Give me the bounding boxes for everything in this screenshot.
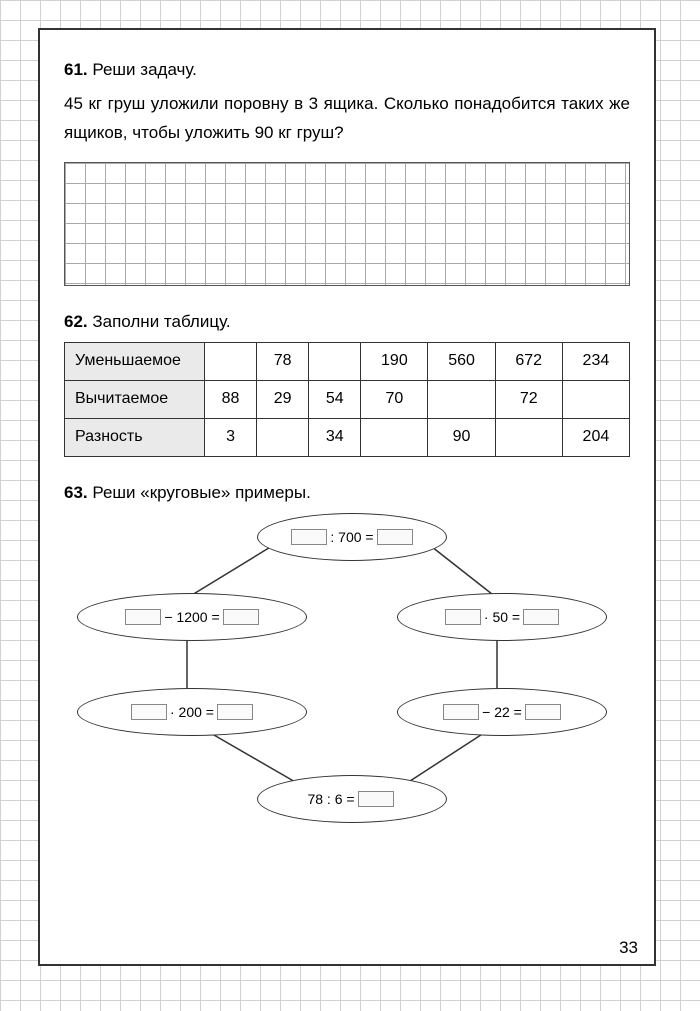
table-cell: 78	[257, 342, 309, 380]
answer-blank[interactable]	[445, 609, 481, 625]
task-63: 63. Реши «круговые» примеры. : 700 = − 1…	[64, 483, 630, 843]
page-frame: 61. Реши задачу. 45 кг груш уложили поро…	[38, 28, 656, 966]
answer-blank[interactable]	[377, 529, 413, 545]
table-cell: 560	[428, 342, 495, 380]
task-61-heading: Реши задачу.	[92, 60, 197, 79]
task-63-heading: Реши «круговые» примеры.	[92, 483, 310, 502]
row-label: Уменьшаемое	[65, 342, 205, 380]
table-cell: 54	[309, 380, 361, 418]
table-cell: 3	[205, 418, 257, 456]
diagram-node: 78 : 6 =	[257, 775, 447, 823]
table-cell[interactable]	[562, 380, 629, 418]
table-cell[interactable]	[495, 418, 562, 456]
table-row: Уменьшаемое 78 190560672234	[65, 342, 630, 380]
node-expression: − 1200 =	[164, 609, 219, 625]
task-62-heading: Заполни таблицу.	[92, 312, 230, 331]
task-61-title: 61. Реши задачу.	[64, 60, 630, 80]
table-cell[interactable]	[309, 342, 361, 380]
node-expression: : 700 =	[330, 529, 373, 545]
task-63-number: 63.	[64, 483, 88, 502]
node-expression: − 22 =	[482, 704, 522, 720]
diagram-node: · 200 =	[77, 688, 307, 736]
answer-blank[interactable]	[125, 609, 161, 625]
task-61-number: 61.	[64, 60, 88, 79]
answer-blank[interactable]	[131, 704, 167, 720]
subtraction-table: Уменьшаемое78190560672234Вычитаемое88295…	[64, 342, 630, 457]
node-expression: 78 : 6 =	[307, 791, 354, 807]
table-cell: 72	[495, 380, 562, 418]
table-cell[interactable]	[257, 418, 309, 456]
table-cell: 70	[361, 380, 428, 418]
task-62-number: 62.	[64, 312, 88, 331]
table-cell: 190	[361, 342, 428, 380]
node-expression: · 50 =	[484, 609, 520, 625]
table-cell: 204	[562, 418, 629, 456]
table-cell: 29	[257, 380, 309, 418]
table-row: Вычитаемое88295470 72	[65, 380, 630, 418]
task-63-title: 63. Реши «круговые» примеры.	[64, 483, 630, 503]
table-cell[interactable]	[428, 380, 495, 418]
table-cell: 88	[205, 380, 257, 418]
task-62-title: 62. Заполни таблицу.	[64, 312, 630, 332]
answer-blank[interactable]	[223, 609, 259, 625]
answer-blank[interactable]	[525, 704, 561, 720]
answer-blank[interactable]	[358, 791, 394, 807]
task-61-workgrid[interactable]	[64, 162, 630, 286]
table-cell: 34	[309, 418, 361, 456]
diagram-node: − 22 =	[397, 688, 607, 736]
diagram-node: · 50 =	[397, 593, 607, 641]
table-cell: 672	[495, 342, 562, 380]
node-expression: · 200 =	[170, 704, 214, 720]
table-cell[interactable]	[205, 342, 257, 380]
answer-blank[interactable]	[291, 529, 327, 545]
circular-examples-diagram: : 700 = − 1200 = · 50 = · 200 = − 22 = 7…	[67, 513, 627, 843]
row-label: Разность	[65, 418, 205, 456]
diagram-node: : 700 =	[257, 513, 447, 561]
table-cell: 234	[562, 342, 629, 380]
task-62: 62. Заполни таблицу. Уменьшаемое 78 190560…	[64, 312, 630, 457]
answer-blank[interactable]	[217, 704, 253, 720]
page-number: 33	[619, 938, 638, 958]
task-61: 61. Реши задачу. 45 кг груш уложили поро…	[64, 60, 630, 286]
table-row: Разность3 34 90 204	[65, 418, 630, 456]
row-label: Вычитаемое	[65, 380, 205, 418]
answer-blank[interactable]	[523, 609, 559, 625]
table-cell[interactable]	[361, 418, 428, 456]
diagram-node: − 1200 =	[77, 593, 307, 641]
task-61-text: 45 кг груш уложили поровну в 3 ящика. Ск…	[64, 90, 630, 148]
answer-blank[interactable]	[443, 704, 479, 720]
table-cell: 90	[428, 418, 495, 456]
